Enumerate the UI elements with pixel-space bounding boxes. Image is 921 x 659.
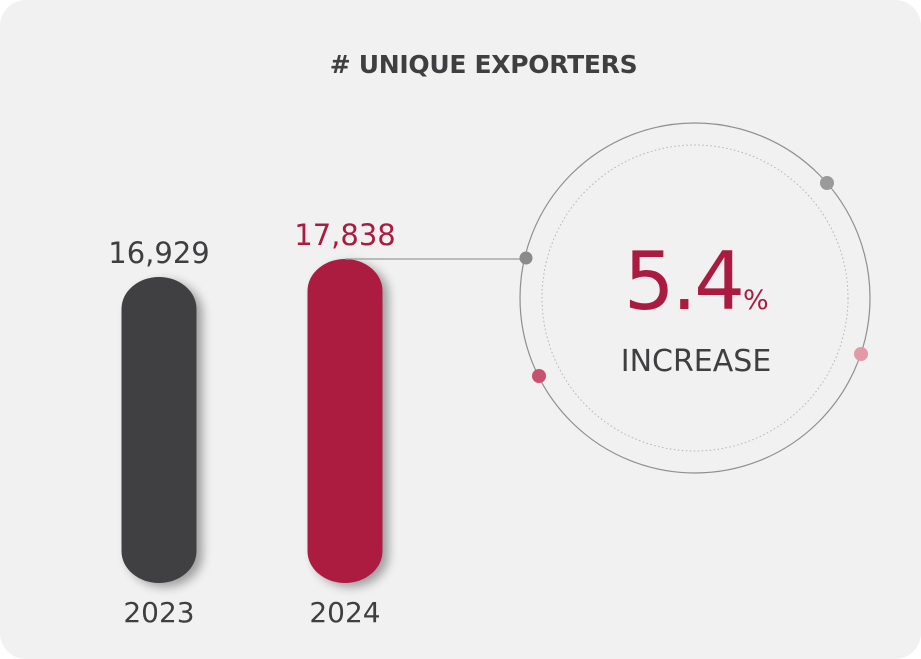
pink-dot-left (532, 369, 546, 383)
category-label-2024: 2024 (309, 596, 380, 629)
callout-value: 5.4 (624, 235, 742, 328)
callout-outer-ring (519, 122, 871, 474)
callout-unit: % (743, 285, 769, 316)
callout-inner-ring (541, 144, 849, 452)
chart-title: # UNIQUE EXPORTERS (329, 50, 638, 79)
gray-dot-left (519, 251, 533, 265)
light-pink-dot-right (854, 347, 868, 361)
value-label-2023: 16,929 (108, 236, 209, 270)
callout-label: INCREASE (621, 344, 772, 379)
bar-2024 (307, 259, 383, 583)
gray-dot-top-right (820, 176, 834, 190)
bars-group: 16,929 2023 17,838 2024 (108, 218, 395, 629)
category-label-2023: 2023 (123, 596, 194, 629)
bar-2023 (121, 277, 197, 583)
value-label-2024: 17,838 (294, 218, 395, 252)
